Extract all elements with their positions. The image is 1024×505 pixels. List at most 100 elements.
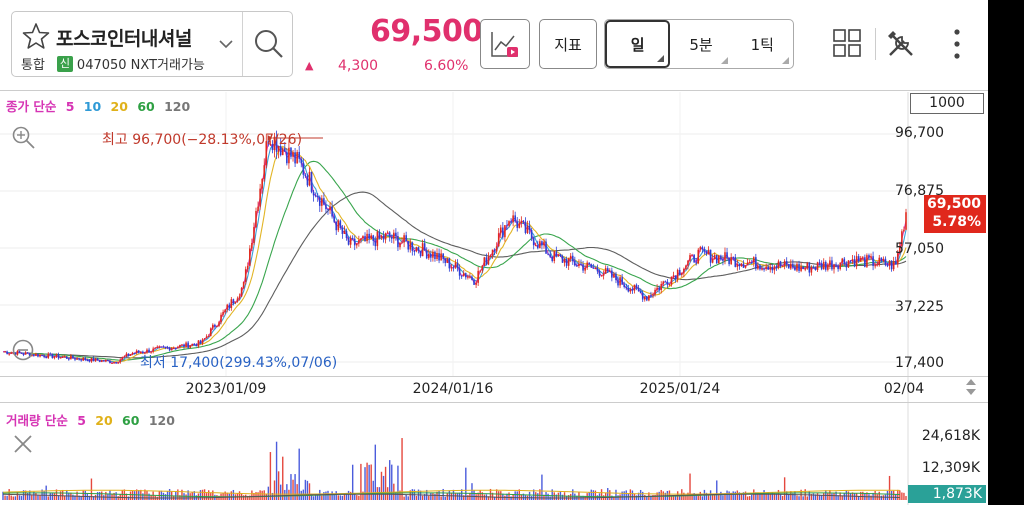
- volume-bar: [520, 494, 523, 500]
- volume-separator: [0, 402, 988, 403]
- volume-bar: [372, 480, 374, 500]
- volume-bar: [463, 495, 465, 500]
- legend-ma10: 10: [83, 99, 102, 114]
- candle-body: [746, 262, 749, 266]
- volume-bar: [609, 490, 611, 500]
- volume-bar: [498, 491, 500, 500]
- volume-bar: [325, 491, 327, 500]
- indicator-button[interactable]: 지표: [539, 19, 597, 69]
- candle-body: [736, 264, 739, 267]
- candle-body: [557, 254, 560, 257]
- close-icon[interactable]: [13, 434, 33, 458]
- period-5min-button[interactable]: 5분: [670, 20, 731, 68]
- candle-body: [884, 258, 887, 266]
- range-count-box[interactable]: 1000: [910, 93, 984, 114]
- candle-body: [857, 256, 860, 262]
- candle-body: [695, 262, 697, 264]
- volume-bar: [364, 467, 366, 500]
- stock-selector[interactable]: 포스코인터내셔널 통합 신 047050 NXT거래가능: [11, 11, 293, 77]
- volume-bar: [763, 490, 765, 500]
- candle-body: [214, 324, 216, 327]
- volume-bar: [543, 494, 545, 500]
- candle-body: [325, 204, 327, 210]
- up-down-arrow-icon[interactable]: [963, 377, 979, 401]
- candle-body: [615, 273, 617, 281]
- period-1tick-button[interactable]: 1틱: [732, 20, 793, 68]
- candle-body: [203, 338, 206, 340]
- candle-body: [113, 362, 115, 364]
- legend-ma5: 5: [65, 99, 75, 114]
- candle-body: [37, 353, 39, 357]
- candle-body: [156, 346, 159, 348]
- volume-bar: [286, 484, 288, 500]
- price-chart-canvas[interactable]: [0, 0, 988, 505]
- volume-bar: [683, 492, 685, 500]
- volume-bar: [421, 495, 424, 500]
- volume-bar: [423, 494, 426, 500]
- legend-ma120: 120: [164, 99, 191, 114]
- candle-body: [179, 345, 181, 348]
- new-badge: 신: [56, 55, 73, 72]
- volume-bar: [516, 491, 518, 500]
- volume-bar: [473, 490, 475, 500]
- volume-bar: [495, 489, 498, 500]
- volume-bar: [905, 496, 907, 500]
- candle-body: [545, 241, 547, 254]
- star-icon[interactable]: [22, 22, 50, 54]
- volume-bar: [384, 466, 387, 500]
- volume-bar: [714, 493, 716, 500]
- volume-bar: [125, 493, 128, 500]
- candle-body: [434, 251, 436, 260]
- chevron-down-icon[interactable]: [218, 34, 234, 53]
- period-day-button[interactable]: 일: [605, 20, 671, 68]
- candle-body: [520, 220, 523, 224]
- candle-body: [479, 270, 482, 272]
- volume-bar: [691, 493, 693, 500]
- zoom-in-icon[interactable]: [11, 125, 37, 155]
- candle-body: [456, 262, 459, 269]
- more-vertical-icon[interactable]: [952, 28, 962, 64]
- candle-body: [672, 275, 675, 277]
- candle-body: [604, 268, 607, 274]
- candle-body: [833, 264, 835, 270]
- volume-bar: [506, 493, 508, 500]
- candle-body: [586, 262, 588, 268]
- tools-icon[interactable]: [885, 28, 917, 64]
- candle-body: [790, 263, 792, 269]
- candle-body: [779, 261, 782, 267]
- volume-bar: [92, 496, 95, 500]
- candle-body: [364, 235, 366, 242]
- candle-body: [625, 286, 628, 289]
- candle-body: [115, 362, 117, 364]
- candle-body: [123, 356, 126, 358]
- volume-bar: [321, 495, 323, 500]
- grid-icon[interactable]: [832, 28, 862, 62]
- volume-bar: [199, 490, 202, 500]
- volume-bar: [306, 480, 309, 500]
- volume-bar: [841, 495, 843, 500]
- volume-bar: [837, 495, 839, 500]
- volume-bar: [308, 483, 311, 500]
- candle-body: [207, 336, 210, 338]
- volume-bar: [296, 484, 298, 500]
- candle-body: [438, 253, 440, 261]
- volume-bar: [773, 493, 776, 500]
- volume-bar: [792, 493, 794, 500]
- line-chart-play-icon: [491, 32, 518, 57]
- candle-body: [613, 273, 615, 278]
- period-selector: 일 5분 1틱: [604, 19, 794, 69]
- chart-mode-button[interactable]: [480, 19, 530, 69]
- volume-bar: [489, 488, 492, 500]
- volume-bar: [53, 492, 56, 500]
- volume-bar: [251, 490, 253, 500]
- candle-body: [621, 277, 623, 285]
- volume-bar: [522, 493, 525, 500]
- candle-body: [57, 354, 60, 359]
- candle-body: [430, 253, 432, 258]
- candle-body: [45, 357, 47, 359]
- candle-body: [802, 266, 804, 270]
- volume-bar: [436, 491, 438, 500]
- volume-bar: [751, 494, 753, 500]
- minus-circle-icon[interactable]: [11, 338, 35, 366]
- search-icon[interactable]: [253, 28, 285, 64]
